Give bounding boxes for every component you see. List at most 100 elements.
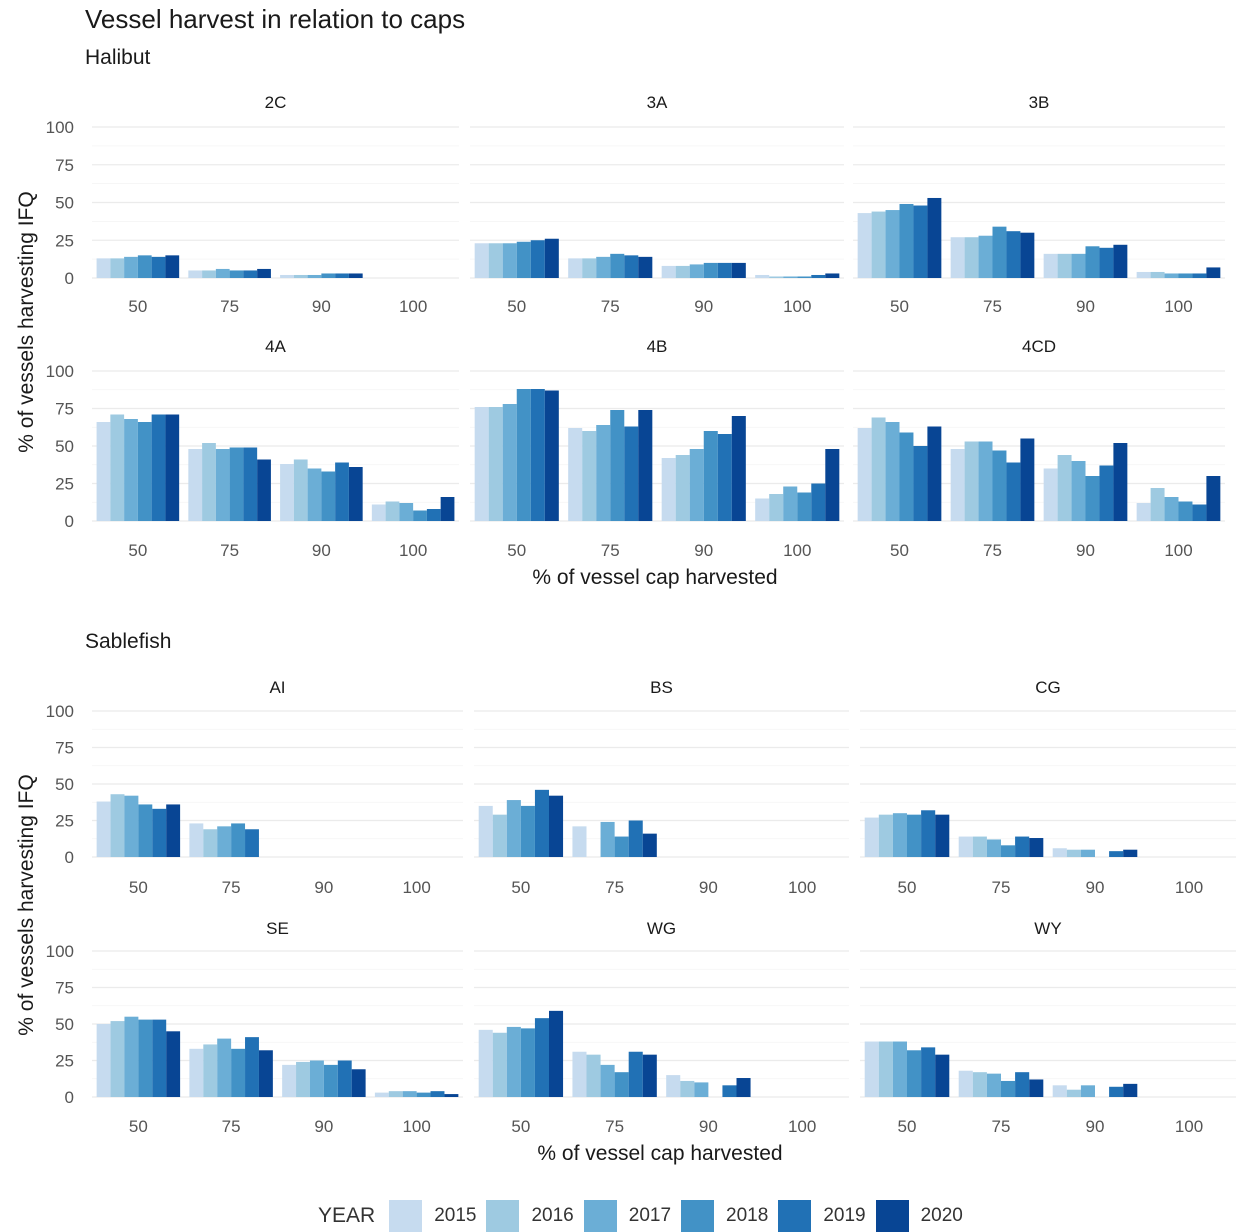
x-tick-label: 100 [402, 878, 430, 897]
facet-label: CG [1035, 678, 1061, 697]
bar-4A-50-2018 [137, 422, 152, 521]
bar-4CD-100-2018 [1178, 501, 1193, 521]
sablefish-subtitle: Sablefish [85, 630, 172, 653]
bar-AI-50-2020 [166, 804, 181, 857]
bar-4B-90-2016 [675, 455, 690, 521]
bar-4A-90-2019 [335, 462, 349, 521]
facet-label: 2C [265, 93, 287, 112]
bar-4A-100-2019 [426, 509, 441, 521]
x-tick-label: 75 [605, 1117, 624, 1136]
bar-4A-90-2016 [293, 459, 308, 521]
bar-WG-90-2016 [680, 1080, 695, 1097]
bar-WG-75-2019 [628, 1051, 643, 1097]
y-tick-label: 50 [55, 1015, 74, 1034]
bar-BS-75-2015 [572, 826, 587, 857]
x-tick-label: 90 [1076, 541, 1095, 560]
bar-3B-75-2015 [950, 237, 965, 278]
legend: YEAR 2015 2016 2017 2018 2019 2020 [318, 1200, 973, 1232]
x-tick-label: 90 [314, 878, 333, 897]
bar-AI-50-2017 [124, 795, 139, 857]
bar-WG-50-2018 [520, 1028, 535, 1097]
bar-WY-75-2017 [986, 1073, 1001, 1097]
x-tick-label: 100 [783, 297, 811, 316]
bar-3A-90-2019 [717, 262, 732, 278]
bar-3A-100-2015 [755, 274, 770, 278]
x-tick-label: 75 [605, 878, 624, 897]
x-tick-label: 50 [507, 297, 526, 316]
facet-label: 4B [647, 337, 668, 356]
x-tick-label: 50 [507, 541, 526, 560]
bar-4CD-50-2018 [899, 432, 914, 521]
legend-item-2015: 2015 [389, 1200, 476, 1232]
legend-title: YEAR [318, 1204, 376, 1227]
bar-CG-75-2016 [972, 836, 987, 857]
facet-label: 4CD [1022, 337, 1056, 356]
x-tick-label: 75 [983, 541, 1002, 560]
bar-3A-50-2020 [544, 238, 559, 278]
bar-SE-90-2020 [351, 1069, 366, 1097]
bar-SE-50-2018 [138, 1019, 153, 1097]
x-tick-label: 90 [694, 297, 713, 316]
x-tick-label: 50 [511, 878, 530, 897]
x-tick-label: 75 [220, 297, 239, 316]
bar-BS-50-2019 [534, 789, 549, 857]
bar-WY-50-2016 [878, 1041, 893, 1097]
bar-4B-90-2018 [703, 431, 718, 521]
y-tick-label: 25 [55, 812, 74, 831]
y-axis-title: % of vessels harvesting IFQ [15, 774, 38, 1035]
bar-WG-75-2015 [572, 1051, 587, 1097]
x-tick-label: 100 [788, 1117, 816, 1136]
bar-2C-90-2020 [348, 273, 363, 278]
bar-4A-100-2020 [440, 497, 455, 521]
legend-label: 2016 [531, 1205, 574, 1226]
bar-2C-90-2015 [280, 274, 294, 278]
bar-SE-50-2019 [152, 1019, 167, 1097]
legend-label: 2019 [823, 1205, 866, 1226]
bar-4A-50-2020 [165, 414, 180, 521]
bar-3A-75-2015 [568, 258, 583, 278]
x-tick-label: 90 [1086, 1117, 1105, 1136]
bar-3A-90-2020 [731, 262, 746, 278]
bar-SE-75-2017 [217, 1038, 232, 1097]
bar-CG-75-2015 [958, 836, 973, 857]
bar-SE-90-2019 [337, 1060, 352, 1097]
bar-WY-90-2016 [1066, 1089, 1081, 1097]
bar-BS-50-2020 [549, 795, 564, 857]
bar-SE-75-2016 [203, 1044, 218, 1097]
y-tick-label: 75 [55, 739, 74, 758]
bar-2C-90-2018 [321, 273, 336, 278]
legend-swatch [681, 1200, 715, 1232]
legend-item-2019: 2019 [778, 1200, 866, 1232]
x-tick-label: 50 [129, 878, 148, 897]
bar-WG-75-2017 [600, 1064, 615, 1097]
x-tick-label: 75 [220, 541, 239, 560]
bar-3A-100-2018 [797, 276, 812, 278]
bar-4A-50-2019 [151, 414, 166, 521]
facet-label: AI [269, 678, 285, 697]
bar-4CD-50-2016 [871, 417, 886, 521]
bar-4CD-100-2015 [1136, 503, 1151, 521]
bar-AI-75-2016 [203, 829, 218, 857]
bar-CG-75-2018 [1001, 845, 1016, 857]
bar-2C-75-2019 [243, 270, 258, 278]
bar-4B-75-2020 [638, 410, 653, 521]
bar-4A-50-2017 [124, 419, 138, 521]
bar-4CD-90-2020 [1113, 443, 1128, 521]
bar-CG-75-2020 [1029, 838, 1044, 857]
bar-SE-75-2020 [258, 1050, 273, 1097]
bar-3A-90-2017 [689, 264, 704, 278]
bar-4B-75-2018 [610, 410, 625, 521]
bar-2C-75-2020 [257, 268, 271, 278]
facet-panel-3A [470, 126, 844, 279]
bar-SE-100-2018 [416, 1092, 431, 1097]
bar-4A-90-2017 [307, 468, 322, 521]
bar-CG-90-2016 [1066, 849, 1081, 857]
bar-SE-75-2018 [231, 1048, 246, 1097]
bar-3B-100-2016 [1150, 271, 1165, 278]
bar-3B-50-2020 [927, 197, 942, 278]
bar-4CD-50-2019 [913, 446, 928, 521]
x-tick-label: 90 [694, 541, 713, 560]
x-tick-label: 100 [788, 878, 816, 897]
bar-3A-75-2018 [610, 253, 625, 278]
y-tick-label: 25 [55, 231, 74, 250]
